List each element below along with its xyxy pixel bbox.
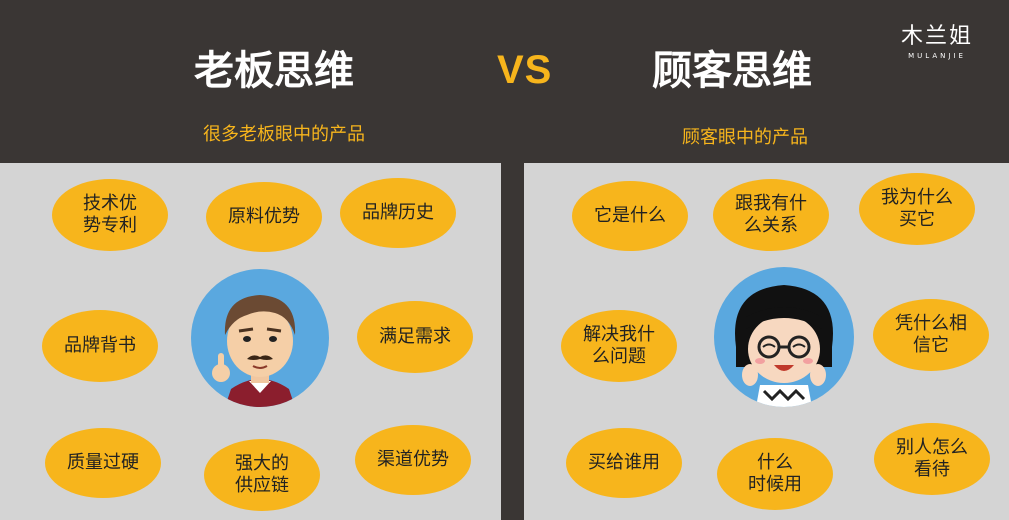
right-title: 顾客思维 (652, 48, 812, 94)
bubble-how-others-see: 别人怎么 看待 (874, 423, 990, 495)
bubble-relation-to-me: 跟我有什 么关系 (713, 179, 829, 251)
boss-avatar-icon (191, 269, 329, 407)
bubble-supply-chain: 强大的 供应链 (204, 439, 320, 511)
right-panel: 它是什么 跟我有什 么关系 我为什么 买它 解决我什 么问题 凭什么相 信它 买… (524, 163, 1009, 520)
customer-avatar-icon (714, 267, 854, 407)
bubble-quality: 质量过硬 (45, 428, 161, 498)
bubble-brand-history: 品牌历史 (340, 178, 456, 248)
left-subtitle: 很多老板眼中的产品 (203, 124, 365, 145)
bubble-what-problem: 解决我什 么问题 (561, 310, 677, 382)
bubble-meet-needs: 满足需求 (357, 301, 473, 373)
logo: 木兰姐 MULANJIE (892, 18, 982, 60)
bubble-brand-endorsement: 品牌背书 (42, 310, 158, 382)
bubble-why-trust: 凭什么相 信它 (873, 299, 989, 371)
left-panel: 技术优 势专利 原料优势 品牌历史 品牌背书 满足需求 质量过硬 强大的 供应链… (0, 163, 501, 520)
vs-label: VS (497, 48, 553, 92)
bubble-why-buy: 我为什么 买它 (859, 173, 975, 245)
logo-text: 木兰姐 (900, 24, 973, 49)
bubble-channel: 渠道优势 (355, 425, 471, 495)
bubble-buy-for-whom: 买给谁用 (566, 428, 682, 498)
bubble-tech-patent: 技术优 势专利 (52, 179, 168, 251)
bubble-what-is-it: 它是什么 (572, 181, 688, 251)
bubble-material: 原料优势 (206, 182, 322, 252)
logo-subtext: MULANJIE (908, 52, 966, 60)
right-subtitle: 顾客眼中的产品 (682, 127, 808, 148)
left-title: 老板思维 (194, 48, 354, 94)
bubble-when-use: 什么 时候用 (717, 438, 833, 510)
